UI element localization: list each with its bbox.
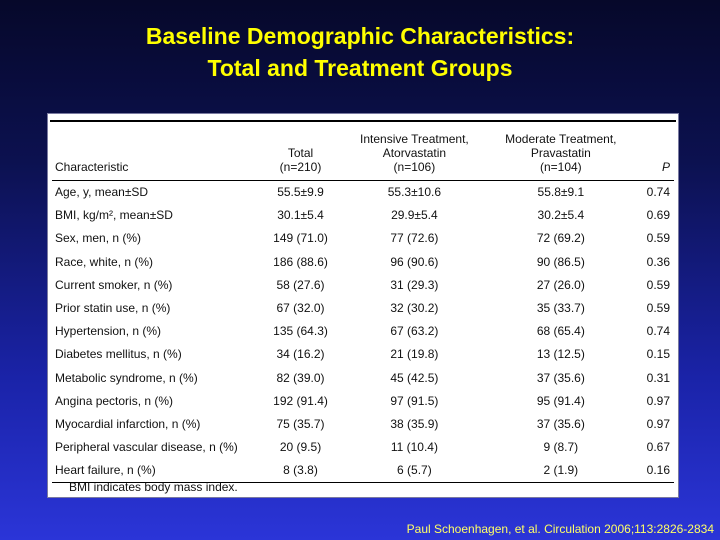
cell-intensive: 97 (91.5) (390, 393, 439, 408)
table-row: Peripheral vascular disease, n (%) 20 (9.… (52, 436, 674, 459)
cell-total: 82 (39.0) (276, 370, 325, 385)
cell-total: 192 (91.4) (273, 393, 328, 408)
header-row: Characteristic Total (n=210) Intensive T… (52, 126, 674, 174)
cell-moderate: 9 (8.7) (543, 440, 579, 455)
cell-total: 135 (64.3) (273, 324, 328, 339)
cell-characteristic: Peripheral vascular disease, n (%) (55, 440, 238, 455)
cell-moderate: 27 (26.0) (536, 277, 585, 292)
cell-moderate: 30.2±5.4 (537, 208, 585, 223)
header-moderate-line0: Moderate Treatment, (505, 132, 617, 146)
table-body: Age, y, mean±SD 55.5±9.9 55.3±10.6 55.8±9.1… (52, 179, 674, 483)
cell-total: 55.5±9.9 (264, 179, 337, 204)
cell-intensive: 11 (10.4) (390, 440, 438, 455)
table-row: Angina pectoris, n (%) 192 (91.4) 97 (91.5… (52, 389, 674, 412)
cell-p-value: 0.16 (629, 458, 674, 483)
table-row: Sex, men, n (%) 149 (71.0) 77 (72.6) 72 (69… (52, 227, 674, 250)
table-row: Myocardial infarction, n (%) 75 (35.7) 38 … (52, 412, 674, 435)
cell-moderate: 37 (35.6) (536, 370, 585, 385)
cell-characteristic: Sex, men, n (%) (55, 231, 142, 246)
header-p: P (661, 160, 670, 174)
cell-p-value: 0.15 (646, 347, 670, 362)
cell-characteristic: Diabetes mellitus, n (%) (55, 347, 182, 362)
citation: Paul Schoenhagen, et al. Circulation 200… (406, 522, 714, 536)
header-moderate-line2: (n=104) (539, 160, 582, 174)
cell-intensive: 77 (72.6) (390, 231, 439, 246)
header-intensive-line0: Intensive Treatment, (360, 132, 469, 146)
table-row: Heart failure, n (%) 8 (3.8) 6 (5.7) 2 (1.9… (52, 458, 674, 483)
cell-total: 30.1±5.4 (277, 208, 324, 223)
cell-total: 67 (32.0) (276, 301, 325, 316)
table-row: Current smoker, n (%) 58 (27.6) 31 (29.3) 2… (52, 273, 674, 296)
table-row: BMI, kg/m², mean±SD 30.1±5.4 29.9±5.4 30.2±… (52, 204, 674, 227)
cell-characteristic: Angina pectoris, n (%) (55, 393, 174, 408)
cell-moderate: 35 (33.7) (536, 301, 585, 316)
cell-moderate: 72 (69.2) (536, 231, 585, 246)
slide-title-line1: Baseline Demographic Characteristics: (145, 23, 575, 49)
cell-moderate: 95 (91.4) (536, 393, 585, 408)
cell-moderate: 37 (35.6) (536, 416, 585, 431)
cell-moderate: 90 (86.5) (536, 254, 585, 269)
cell-intensive: 45 (42.5) (390, 370, 439, 385)
cell-intensive: 67 (63.2) (390, 324, 439, 339)
table-row: Race, white, n (%) 186 (88.6) 96 (90.6) 90 … (52, 250, 674, 273)
cell-p-value: 0.67 (646, 440, 670, 455)
cell-characteristic: Heart failure, n (%) (52, 458, 265, 483)
cell-characteristic: Current smoker, n (%) (55, 277, 173, 292)
cell-intensive: 31 (29.3) (390, 277, 439, 292)
cell-characteristic: Myocardial infarction, n (%) (55, 416, 201, 431)
cell-total: 34 (16.2) (276, 347, 325, 362)
cell-p-value: 0.97 (646, 393, 670, 408)
table-row: Hypertension, n (%) 135 (64.3) 67 (63.2) 68… (52, 320, 674, 343)
cell-characteristic: Metabolic syndrome, n (%) (55, 370, 198, 385)
table-row: Metabolic syndrome, n (%) 82 (39.0) 45 (42… (52, 366, 674, 389)
header-intensive-line2: (n=106) (393, 160, 436, 174)
cell-moderate: 2 (1.9) (492, 458, 630, 483)
cell-total: 149 (71.0) (273, 231, 328, 246)
cell-characteristic: Hypertension, n (%) (55, 324, 162, 339)
cell-p-value: 0.36 (646, 254, 670, 269)
demographics-table: Characteristic Total (n=210) Intensive T… (52, 114, 674, 483)
header-total-line1: Total (287, 146, 314, 160)
cell-intensive: 38 (35.9) (390, 416, 439, 431)
cell-characteristic: Race, white, n (%) (55, 254, 154, 269)
cell-p-value: 0.31 (646, 370, 670, 385)
table-row: Prior statin use, n (%) 67 (32.0) 32 (30.2… (52, 296, 674, 319)
header-characteristic: Characteristic (55, 160, 129, 174)
cell-intensive: 32 (30.2) (390, 301, 439, 316)
cell-p-value: 0.59 (646, 231, 670, 246)
slide-title: Baseline Demographic Characteristics: To… (0, 20, 720, 84)
header-moderate-line1: Pravastatin (530, 146, 591, 160)
table-top-rule (50, 120, 676, 122)
cell-intensive: 21 (19.8) (390, 347, 439, 362)
cell-intensive: 96 (90.6) (390, 254, 439, 269)
cell-intensive: 6 (5.7) (336, 458, 493, 483)
cell-intensive: 55.3±10.6 (336, 179, 493, 204)
header-intensive-line1: Atorvastatin (382, 146, 447, 160)
cell-p-value: 0.59 (646, 277, 670, 292)
table-row: Age, y, mean±SD 55.5±9.9 55.3±10.6 55.8±9.1… (52, 179, 674, 204)
cell-p-value: 0.69 (646, 208, 670, 223)
cell-total: 186 (88.6) (273, 254, 328, 269)
cell-p-value: 0.59 (646, 301, 670, 316)
header-total-line2: (n=210) (279, 160, 322, 174)
cell-p-value: 0.74 (629, 179, 674, 204)
table-row: Diabetes mellitus, n (%) 34 (16.2) 21 (19.… (52, 343, 674, 366)
cell-moderate: 13 (12.5) (536, 347, 585, 362)
cell-total: 75 (35.7) (276, 416, 325, 431)
cell-total: 58 (27.6) (276, 277, 325, 292)
cell-total: 8 (3.8) (264, 458, 337, 483)
cell-moderate: 68 (65.4) (536, 324, 585, 339)
cell-characteristic: BMI, kg/m², mean±SD (55, 208, 173, 223)
cell-p-value: 0.97 (646, 416, 670, 431)
slide-title-line2: Total and Treatment Groups (207, 55, 513, 81)
cell-intensive: 29.9±5.4 (391, 208, 438, 223)
cell-p-value: 0.74 (646, 324, 670, 339)
cell-characteristic: Prior statin use, n (%) (55, 301, 171, 316)
table-panel: Characteristic Total (n=210) Intensive T… (47, 113, 679, 498)
cell-moderate: 55.8±9.1 (492, 179, 630, 204)
table-footnote: BMI indicates body mass index. (69, 480, 238, 494)
cell-total: 20 (9.5) (279, 440, 322, 455)
cell-characteristic: Age, y, mean±SD (52, 179, 265, 204)
